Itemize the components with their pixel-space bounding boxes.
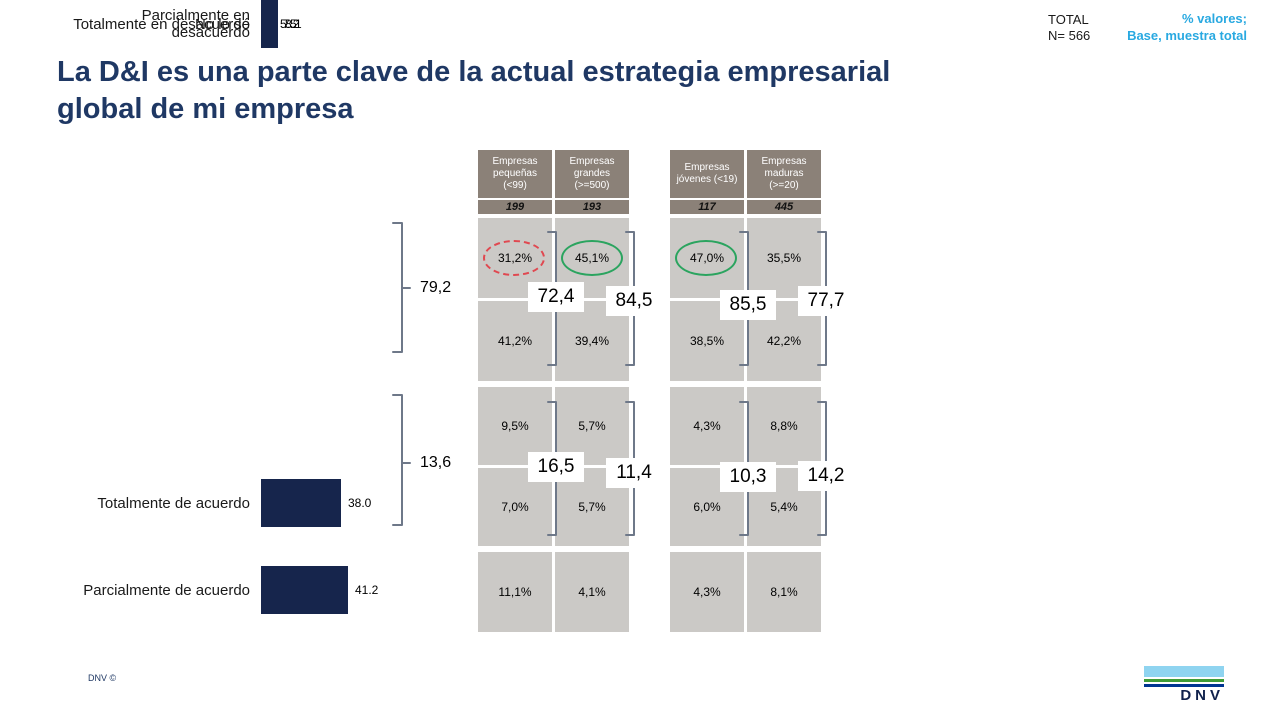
column-header: Empresas pequeñas (<99)	[478, 150, 552, 198]
summary-brackets	[392, 222, 411, 526]
subtotal-agree: 85,5	[720, 290, 776, 320]
column-n: 117	[670, 200, 744, 214]
subtotal-agree: 77,7	[798, 286, 854, 316]
subtotal-disagree: 16,5	[528, 452, 584, 482]
subtotal-agree: 84,5	[606, 286, 662, 316]
table-row: 4,3% 8,8%	[670, 387, 821, 465]
disagree-total-label: 13,6	[420, 454, 452, 471]
table-header-row: Empresas pequeñas (<99) Empresas grandes…	[478, 150, 629, 198]
column-n: 445	[747, 200, 821, 214]
highlight-ellipse-green	[561, 240, 623, 276]
note-line2: Base, muestra total	[1127, 27, 1247, 43]
highlight-ellipse-red	[483, 240, 545, 276]
table-cell: 4,1%	[555, 552, 629, 632]
bar-value: 8.1	[285, 17, 302, 31]
bar-value: 41.2	[355, 583, 379, 597]
subtotal-agree: 72,4	[528, 282, 584, 312]
logo-sky-bar	[1144, 666, 1224, 677]
bar-category-label: Totalmente en desacuerdo	[73, 15, 250, 33]
column-header: Empresas grandes (>=500)	[555, 150, 629, 198]
values-note: % valores; Base, muestra total	[1127, 11, 1247, 45]
column-header: Empresas maduras (>=20)	[747, 150, 821, 198]
table-cell: 4,3%	[670, 552, 744, 632]
bar-row-totalmente-acuerdo: Totalmente de acuerdo 38.0	[60, 479, 371, 527]
bar	[261, 0, 276, 48]
bar-category-label: Totalmente de acuerdo	[97, 494, 250, 512]
bar-row-no-lo-se: No lo sé 7.2	[60, 0, 300, 48]
bar-value: 5.5	[280, 17, 297, 31]
bar	[261, 566, 348, 614]
column-n: 193	[555, 200, 629, 214]
table-company-size: Empresas pequeñas (<99) Empresas grandes…	[478, 150, 662, 632]
table-company-age: Empresas jóvenes (<19) Empresas maduras …	[670, 150, 854, 632]
table-cell: 35,5%	[747, 218, 821, 298]
table-n-row: 117 445	[670, 200, 821, 214]
table-row: 4,3% 8,1%	[670, 552, 821, 632]
bracket-agree	[392, 222, 411, 353]
footer-copyright: DNV ©	[88, 673, 117, 683]
table-cell: 8,1%	[747, 552, 821, 632]
logo-wordmark: DNV	[1180, 687, 1224, 704]
column-header: Empresas jóvenes (<19)	[670, 150, 744, 198]
bar	[261, 479, 341, 527]
table-row: 11,1% 4,1%	[478, 552, 629, 632]
subtotal-disagree: 10,3	[720, 462, 776, 492]
subtotal-disagree: 14,2	[798, 461, 854, 491]
bar-row-parcialmente-acuerdo: Parcialmente de acuerdo 41.2	[60, 566, 378, 614]
table-row: 41,2% 39,4%	[478, 301, 629, 381]
table-cell: 11,1%	[478, 552, 552, 632]
page-title: La D&I es una parte clave de la actual e…	[57, 56, 891, 125]
total-n: N= 566	[1048, 28, 1091, 44]
table-n-row: 199 193	[478, 200, 629, 214]
table-cell: 8,8%	[747, 387, 821, 465]
table-row: 9,5% 5,7%	[478, 387, 629, 465]
bar-category-label: Parcialmente de acuerdo	[83, 581, 250, 599]
highlight-ellipse-green	[675, 240, 737, 276]
logo-green-bar	[1144, 679, 1224, 682]
logo-navy-bar	[1144, 684, 1224, 687]
dnv-logo: DNV	[1144, 666, 1224, 704]
table-cell: 4,3%	[670, 387, 744, 465]
subtotal-disagree: 11,4	[606, 458, 662, 488]
bar-value: 38.0	[348, 496, 372, 510]
bar-category-label: Parcialmente en desacuerdo	[141, 7, 250, 41]
table-header-row: Empresas jóvenes (<19) Empresas maduras …	[670, 150, 821, 198]
bar-category-label: No lo sé	[194, 15, 250, 33]
bracket-disagree	[392, 394, 411, 526]
table-cell: 39,4%	[555, 301, 629, 381]
note-line1: % valores;	[1181, 11, 1247, 26]
table-cell: 41,2%	[478, 301, 552, 381]
total-label: TOTAL	[1048, 12, 1089, 27]
bar-value: 7.2	[283, 17, 300, 31]
table-row: 6,0% 5,4%	[670, 468, 821, 546]
agree-total-label: 79,2	[420, 279, 452, 296]
column-n: 199	[478, 200, 552, 214]
total-sample-block: TOTAL N= 566	[1048, 12, 1090, 45]
